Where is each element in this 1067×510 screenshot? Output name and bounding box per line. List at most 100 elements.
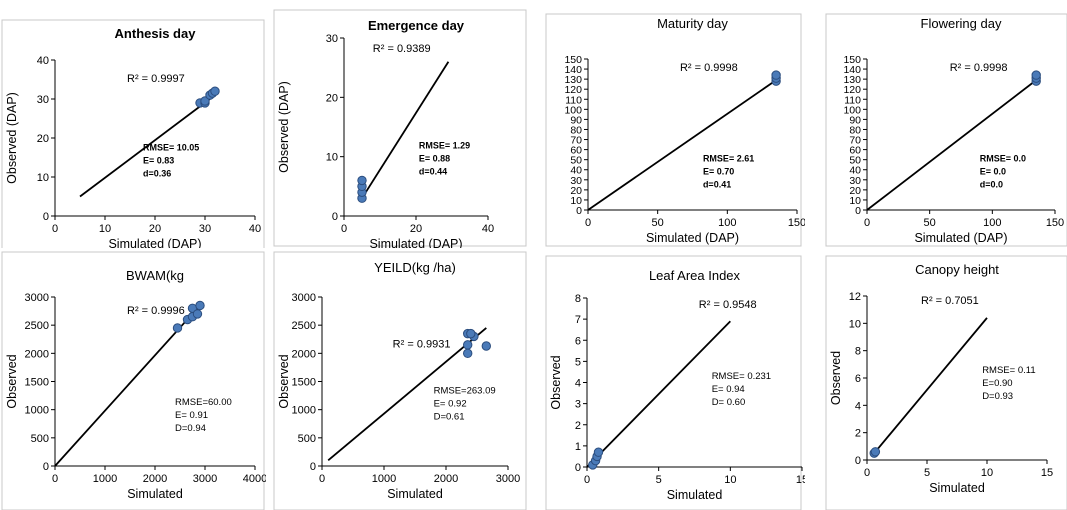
data-point — [463, 340, 473, 350]
y-tick-label: 8 — [575, 293, 581, 305]
chart-panel-5: 0 1000 2000 3000 4000 0 500 1000 1500 2000 2500 300… — [0, 250, 266, 510]
x-tick-label: 0 — [864, 217, 870, 229]
y-tick-label: 30 — [570, 175, 582, 187]
y-tick-label: 0 — [576, 205, 582, 217]
chart-svg: 0 50 100 1500102030405060708090100110120130… — [825, 13, 1067, 247]
y-tick-label: 2 — [855, 428, 861, 440]
y-tick-label: 3 — [575, 399, 581, 411]
y-axis-label: Observed — [549, 355, 563, 409]
chart-frame — [825, 255, 1067, 510]
x-tick-label: 50 — [924, 217, 936, 229]
stats-label: E= 0.91 — [175, 410, 208, 421]
y-tick-label: 7 — [575, 314, 581, 326]
x-axis-label: Simulated (DAP) — [914, 231, 1007, 245]
y-tick-label: 0 — [310, 461, 316, 473]
chart-frame — [1, 19, 265, 248]
y-tick-label: 2000 — [292, 348, 316, 360]
y-tick-label: 6 — [575, 335, 581, 347]
x-tick-label: 0 — [341, 223, 347, 235]
y-tick-label: 130 — [843, 74, 861, 86]
y-tick-label: 3000 — [292, 292, 316, 304]
chart-svg: 0 5 10 15 0 2 4 6 8 10 12 Canopy height Simulated Obs… — [825, 255, 1067, 510]
chart-title: Flowering day — [921, 16, 1002, 31]
x-axis-label: Simulated (DAP) — [369, 237, 462, 248]
stats-label: RMSE= 0.0 — [980, 154, 1026, 164]
stats-label: D=0.93 — [982, 391, 1013, 402]
trend-line — [587, 79, 777, 211]
y-tick-label: 60 — [849, 145, 861, 157]
y-tick-label: 2500 — [292, 320, 316, 332]
chart-frame — [545, 255, 802, 510]
x-axis-label: Simulated — [929, 481, 985, 495]
trend-line — [873, 317, 988, 454]
y-tick-label: 70 — [570, 135, 582, 147]
stats-label: RMSE= 10.05 — [143, 142, 199, 152]
y-tick-label: 110 — [565, 94, 582, 106]
x-tick-label: 0 — [864, 467, 870, 479]
x-tick-label: 40 — [482, 223, 494, 235]
x-axis-label: Simulated — [127, 487, 183, 501]
y-axis-label: Observed — [829, 351, 843, 405]
stats-label: RMSE= 2.61 — [703, 154, 754, 164]
y-axis-label: Observed (DAP) — [5, 92, 19, 184]
stats-label: D=0.94 — [175, 423, 206, 434]
x-tick-label: 3000 — [193, 473, 217, 485]
data-point — [200, 96, 210, 106]
stats-label: RMSE=263.09 — [434, 385, 496, 396]
chart-title: Leaf Area Index — [649, 268, 741, 283]
y-tick-label: 20 — [37, 133, 49, 145]
stats-label: E= 0.70 — [703, 167, 734, 177]
data-point — [192, 309, 203, 319]
x-tick-label: 100 — [983, 217, 1001, 229]
data-point — [357, 175, 367, 186]
y-tick-label: 1500 — [292, 377, 316, 389]
stats-label: RMSE= 1.29 — [419, 140, 470, 150]
stats-label: D=0.61 — [434, 411, 465, 422]
data-point — [195, 300, 205, 311]
x-tick-label: 15 — [796, 474, 805, 486]
x-tick-label: 3000 — [496, 473, 520, 485]
x-tick-label: 10 — [724, 474, 736, 486]
stats-label: E= 0.94 — [712, 384, 745, 395]
x-tick-label: 100 — [718, 217, 736, 229]
x-tick-label: 150 — [788, 217, 805, 229]
chart-svg: 0 1000 2000 3000 4000 0 500 1000 1500 2000 2500 300… — [1, 251, 266, 510]
x-tick-label: 1000 — [372, 473, 396, 485]
y-tick-label: 2000 — [25, 348, 49, 360]
chart-svg: 0 10 20 30 40 0 10 20 30 40 Anthesis day Simulated … — [1, 19, 265, 248]
data-point — [481, 341, 492, 351]
y-tick-label: 30 — [37, 94, 49, 106]
x-axis-label: Simulated (DAP) — [646, 231, 739, 245]
chart-frame — [545, 13, 802, 247]
chart-title: YEILD(kg /ha) — [374, 260, 456, 275]
stats-label: E=0.90 — [982, 378, 1012, 389]
data-point — [463, 348, 473, 359]
y-tick-label: 30 — [326, 33, 338, 45]
y-tick-label: 6 — [855, 373, 861, 385]
x-tick-label: 20 — [149, 223, 161, 235]
chart-frame — [273, 9, 527, 247]
y-tick-label: 120 — [564, 84, 582, 96]
x-tick-label: 30 — [199, 223, 211, 235]
chart-panel-8: 0 5 10 15 0 2 4 6 8 10 12 Canopy height Simulated Obs… — [820, 250, 1067, 510]
y-tick-label: 12 — [849, 291, 861, 303]
y-tick-label: 40 — [570, 165, 582, 177]
y-tick-label: 2500 — [25, 320, 49, 332]
data-point — [771, 70, 781, 80]
chart-panel-3: 0 50 100 150 0 10 20 30 40 50 60 70 80 90 100 110 120 130… — [540, 8, 805, 248]
y-tick-label: 0 — [855, 205, 861, 217]
chart-svg: 0 20 40 0 10 20 30 Emergence day Simulated (DAP)… — [273, 9, 527, 248]
y-tick-label: 500 — [298, 433, 316, 445]
x-axis-label: Simulated (DAP) — [108, 237, 201, 248]
stats-label: RMSE= 0.231 — [712, 371, 771, 382]
y-tick-label: 500 — [31, 433, 49, 445]
data-point — [1031, 70, 1041, 80]
y-tick-label: 100 — [564, 104, 582, 116]
r2-label: R² = 0.7051 — [921, 295, 979, 307]
y-tick-label: 8 — [855, 346, 861, 358]
y-tick-label: 120 — [843, 84, 861, 96]
y-tick-label: 10 — [849, 318, 861, 330]
data-point — [210, 86, 220, 96]
x-tick-label: 50 — [652, 217, 664, 229]
y-axis-label: Observed — [277, 354, 291, 408]
